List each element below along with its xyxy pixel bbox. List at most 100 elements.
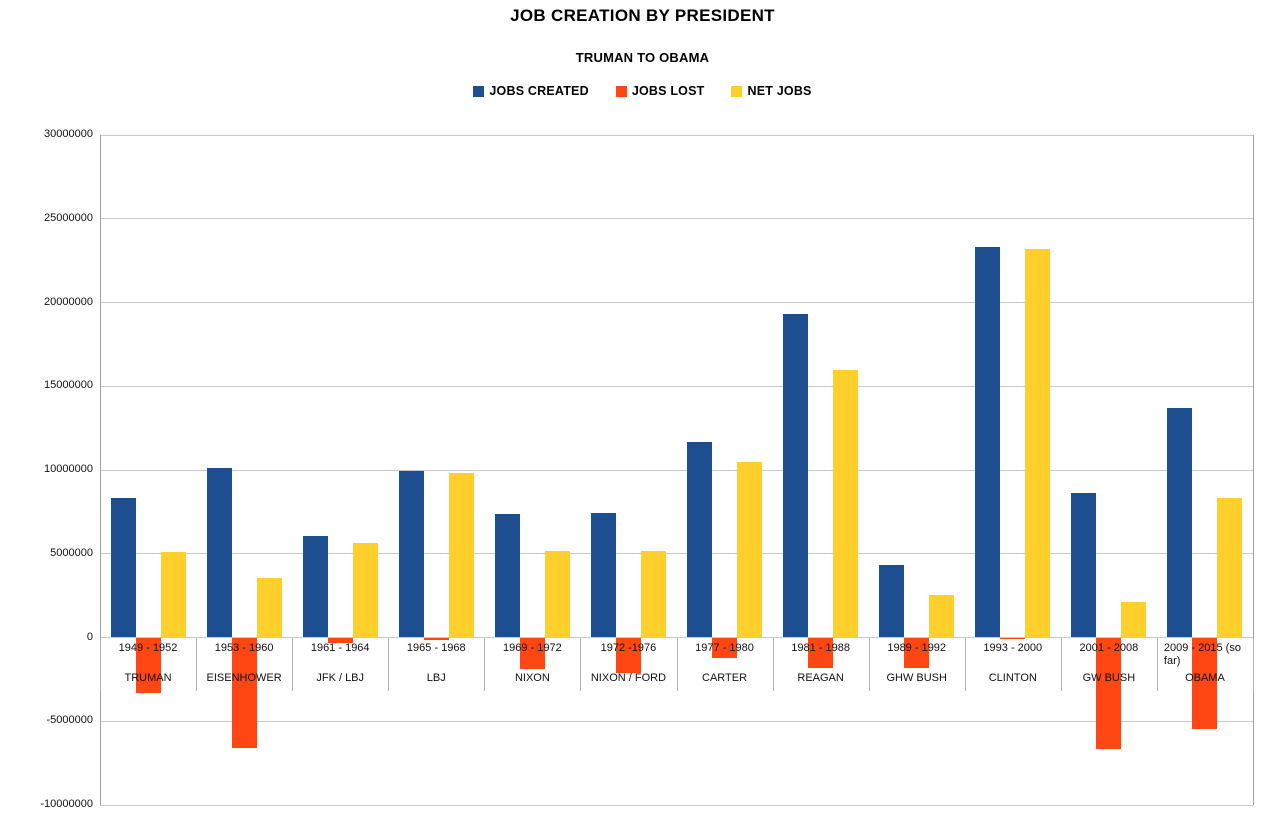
gridline-15000000	[100, 385, 1253, 387]
category-separator-tick	[484, 637, 486, 691]
gridline-25000000	[100, 218, 1253, 220]
bar-net-jobs-nixon-ford	[640, 551, 666, 638]
y-axis-tick-label: 0	[86, 630, 93, 643]
gridline--5000000	[100, 720, 1253, 722]
bar-jobs-created-carter	[687, 441, 713, 638]
bar-net-jobs-obama	[1217, 498, 1243, 638]
x-axis-years-label: 1981 - 1988	[791, 641, 850, 654]
bar-net-jobs-jfk-lbj	[352, 542, 378, 638]
x-axis-years-label: 1989 - 1992	[887, 641, 947, 654]
x-axis-president-label: JFK / LBJ	[316, 671, 365, 684]
legend-label: JOBS CREATED	[489, 84, 589, 98]
bar-net-jobs-clinton	[1025, 248, 1051, 638]
y-axis-tick-label: 10000000	[44, 463, 93, 475]
bar-net-jobs-carter	[737, 461, 763, 638]
x-axis-president-label: NIXON	[514, 671, 550, 684]
y-axis-tick-label: 20000000	[44, 295, 93, 308]
chart-legend: JOBS CREATED JOBS LOST NET JOBS	[0, 84, 1285, 98]
bar-jobs-created-nixon	[494, 513, 520, 638]
category-separator-tick	[1156, 637, 1158, 691]
bar-jobs-created-eisenhower	[206, 468, 232, 638]
category-separator-tick	[388, 637, 390, 691]
x-axis-president-label: OBAMA	[1185, 671, 1225, 684]
bar-jobs-lost-ghw-bush	[904, 637, 930, 668]
y-axis-tick-label: -10000000	[40, 798, 93, 810]
legend-swatch-icon	[615, 85, 627, 97]
gridline-5000000	[100, 553, 1253, 555]
bar-jobs-lost-eisenhower	[231, 637, 257, 749]
bar-jobs-lost-obama	[1192, 637, 1218, 729]
x-axis-president-label: TRUMAN	[124, 671, 172, 684]
x-axis-years-label: 1965 - 1968	[406, 641, 466, 654]
x-axis-president-label: EISENHOWER	[206, 671, 282, 684]
category-separator-tick	[1253, 637, 1254, 691]
category-separator-tick	[292, 637, 294, 691]
bar-jobs-lost-truman	[135, 637, 161, 693]
x-axis-president-label: NIXON / FORD	[590, 671, 667, 684]
x-axis-president-label: CLINTON	[988, 671, 1037, 684]
category-separator-tick	[676, 637, 678, 691]
bar-jobs-lost-gw-bush	[1096, 637, 1122, 749]
y-axis-tick-label: -5000000	[46, 714, 94, 727]
bar-jobs-created-clinton	[975, 247, 1001, 638]
x-axis-years-label: 2009 - 2015 (so far)	[1163, 641, 1241, 667]
y-axis-line	[100, 135, 101, 805]
bar-net-jobs-nixon	[544, 551, 570, 638]
bar-net-jobs-reagan	[833, 369, 859, 638]
x-axis-years-label: 1949 - 1952	[118, 641, 178, 654]
legend-swatch-icon	[473, 85, 485, 97]
x-axis-years-label: 1953 - 1960	[214, 641, 274, 654]
bar-jobs-created-lbj	[398, 470, 424, 638]
legend-item-jobs-lost: JOBS LOST	[615, 84, 705, 98]
category-separator-tick	[964, 637, 966, 691]
bar-jobs-lost-clinton	[1000, 637, 1026, 640]
x-axis-years-label: 1972 -1976	[600, 641, 657, 654]
plot-right-border	[1253, 135, 1254, 805]
x-axis-years-label: 1993 - 2000	[983, 641, 1043, 654]
x-axis-years-label: 1969 - 1972	[503, 641, 562, 654]
bar-jobs-lost-carter	[712, 637, 738, 658]
bar-jobs-lost-nixon-ford	[615, 637, 641, 673]
chart-title: JOB CREATION BY PRESIDENT	[510, 6, 775, 25]
bar-jobs-created-nixon-ford	[590, 512, 616, 638]
x-axis-president-label: CARTER	[702, 671, 748, 684]
x-axis-years-label: 2001 - 2008	[1079, 641, 1139, 654]
y-axis-tick-label: 25000000	[44, 211, 93, 224]
x-axis-president-label: GHW BUSH	[886, 671, 947, 684]
bar-net-jobs-eisenhower	[256, 578, 282, 638]
bar-jobs-lost-nixon	[519, 637, 545, 670]
bar-net-jobs-gw-bush	[1121, 602, 1147, 638]
legend-item-jobs-created: JOBS CREATED	[473, 84, 589, 98]
x-axis-president-label: LBJ	[426, 671, 446, 684]
x-axis-president-label: REAGAN	[797, 671, 844, 684]
y-axis-tick-label: 30000000	[44, 128, 93, 140]
bar-jobs-created-reagan	[783, 314, 809, 638]
bar-jobs-created-jfk-lbj	[302, 536, 328, 638]
y-axis-tick-label: 5000000	[50, 546, 93, 559]
bar-jobs-lost-lbj	[423, 637, 449, 640]
gridline-10000000	[100, 469, 1253, 471]
bar-net-jobs-truman	[160, 552, 186, 638]
bar-jobs-lost-jfk-lbj	[327, 637, 353, 643]
category-separator-tick	[100, 637, 101, 691]
legend-label: JOBS LOST	[631, 84, 705, 98]
y-axis-tick-label: 15000000	[44, 379, 93, 392]
x-axis-president-label: GW BUSH	[1082, 671, 1136, 684]
bar-net-jobs-ghw-bush	[929, 594, 955, 638]
category-separator-tick	[868, 637, 870, 691]
gridline-30000000	[100, 134, 1253, 136]
category-separator-tick	[1060, 637, 1062, 691]
bar-jobs-created-obama	[1167, 408, 1193, 638]
gridline--10000000	[100, 804, 1253, 806]
bar-jobs-created-ghw-bush	[879, 565, 905, 638]
x-axis-years-label: 1977 - 1980	[695, 641, 754, 654]
chart-subtitle: TRUMAN TO OBAMA	[575, 50, 710, 65]
category-separator-tick	[772, 637, 774, 691]
bar-jobs-created-truman	[110, 498, 136, 638]
bar-net-jobs-lbj	[448, 473, 474, 638]
legend-label: NET JOBS	[747, 84, 812, 98]
gridline-20000000	[100, 302, 1253, 303]
bar-jobs-lost-reagan	[808, 637, 834, 668]
category-separator-tick	[580, 637, 582, 691]
